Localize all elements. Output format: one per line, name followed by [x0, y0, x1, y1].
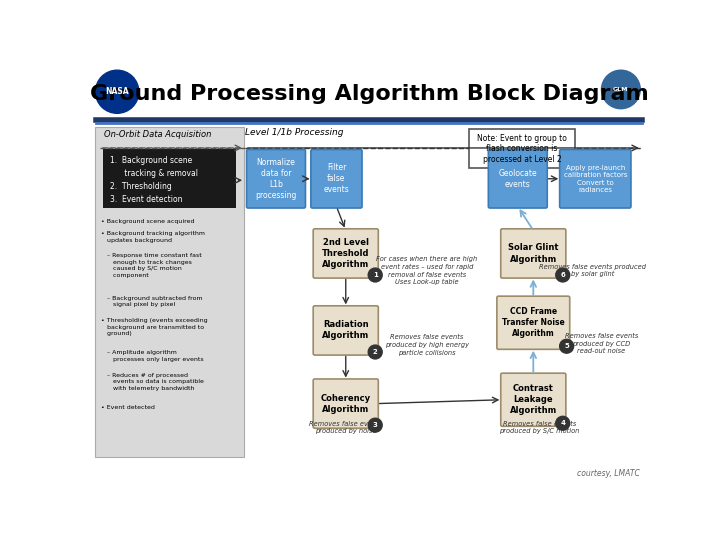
- Text: • Event detected: • Event detected: [101, 405, 155, 410]
- FancyBboxPatch shape: [488, 150, 547, 208]
- FancyBboxPatch shape: [313, 306, 378, 355]
- Text: – Reduces # of processed
      events so data is compatible
      with telemetry: – Reduces # of processed events so data …: [101, 373, 204, 390]
- Text: On-Orbit Data Acquisition: On-Orbit Data Acquisition: [104, 130, 212, 139]
- FancyBboxPatch shape: [497, 296, 570, 349]
- Text: – Amplitude algorithm
      processes only larger events: – Amplitude algorithm processes only lar…: [101, 350, 204, 362]
- Text: 6: 6: [560, 272, 565, 278]
- FancyBboxPatch shape: [96, 127, 244, 457]
- Text: GLM: GLM: [613, 87, 629, 92]
- Text: CCD Frame
Transfer Noise
Algorithm: CCD Frame Transfer Noise Algorithm: [502, 307, 564, 339]
- Text: Note: Event to group to
flash conversion is
processed at Level 2: Note: Event to group to flash conversion…: [477, 134, 567, 164]
- Text: Level 1/1b Processing: Level 1/1b Processing: [245, 128, 343, 137]
- Text: Radiation
Algorithm: Radiation Algorithm: [322, 320, 369, 341]
- Text: 4: 4: [560, 420, 565, 426]
- Text: 2: 2: [373, 349, 377, 355]
- Text: Ground Processing Algorithm Block Diagram: Ground Processing Algorithm Block Diagra…: [89, 84, 649, 104]
- Text: Apply pre-launch
calibration factors
Convert to
radiances: Apply pre-launch calibration factors Con…: [564, 165, 627, 193]
- Text: – Background subtracted from
      signal pixel by pixel: – Background subtracted from signal pixe…: [101, 296, 202, 307]
- Text: For cases when there are high
event rates – used for rapid
removal of false even: For cases when there are high event rate…: [377, 256, 478, 286]
- Text: Contrast
Leakage
Algorithm: Contrast Leakage Algorithm: [510, 384, 557, 415]
- Text: • Thresholding (events exceeding
   background are transmitted to
   ground): • Thresholding (events exceeding backgro…: [101, 318, 207, 336]
- Circle shape: [559, 339, 574, 353]
- Circle shape: [601, 70, 640, 109]
- Circle shape: [368, 268, 382, 282]
- Circle shape: [96, 70, 139, 113]
- Text: • Background tracking algorithm
   updates background: • Background tracking algorithm updates …: [101, 231, 205, 242]
- Text: Coherency
Algorithm: Coherency Algorithm: [320, 394, 371, 414]
- Text: 1: 1: [373, 272, 377, 278]
- Text: Geolocate
events: Geolocate events: [498, 168, 537, 189]
- Text: • Background scene acquired: • Background scene acquired: [101, 219, 194, 224]
- FancyBboxPatch shape: [559, 150, 631, 208]
- Text: 5: 5: [564, 343, 569, 349]
- FancyBboxPatch shape: [500, 229, 566, 278]
- Text: Removes false events
produced by S/C motion: Removes false events produced by S/C mot…: [499, 421, 580, 435]
- Text: courtesy, LMATC: courtesy, LMATC: [577, 469, 640, 478]
- Circle shape: [556, 416, 570, 430]
- Text: 2nd Level
Threshold
Algorithm: 2nd Level Threshold Algorithm: [322, 238, 369, 269]
- Text: 1.  Background scene
      tracking & removal
2.  Thresholding
3.  Event detecti: 1. Background scene tracking & removal 2…: [110, 156, 198, 204]
- FancyBboxPatch shape: [311, 150, 362, 208]
- Circle shape: [556, 268, 570, 282]
- Circle shape: [368, 418, 382, 432]
- Text: Removes false events
produced by high energy
particle collisions: Removes false events produced by high en…: [385, 334, 469, 356]
- Text: Removes false events produced
by solar glint: Removes false events produced by solar g…: [539, 264, 646, 278]
- FancyBboxPatch shape: [313, 229, 378, 278]
- FancyBboxPatch shape: [313, 379, 378, 428]
- FancyBboxPatch shape: [246, 150, 305, 208]
- Text: NASA: NASA: [105, 87, 129, 96]
- FancyBboxPatch shape: [469, 130, 575, 168]
- Text: 3: 3: [373, 422, 377, 428]
- Text: Normalize
data for
L1b
processing: Normalize data for L1b processing: [256, 158, 297, 200]
- FancyBboxPatch shape: [103, 148, 236, 208]
- Circle shape: [368, 345, 382, 359]
- FancyBboxPatch shape: [500, 373, 566, 426]
- Text: Filter
false
events: Filter false events: [323, 163, 349, 194]
- Text: Removes false events
produced by CCD
read-out noise: Removes false events produced by CCD rea…: [564, 333, 638, 354]
- Text: Removes false events
produced by noise: Removes false events produced by noise: [309, 421, 382, 434]
- Text: – Response time constant fast
      enough to track changes
      caused by S/C : – Response time constant fast enough to …: [101, 253, 202, 278]
- Text: Solar Glint
Algorithm: Solar Glint Algorithm: [508, 244, 559, 264]
